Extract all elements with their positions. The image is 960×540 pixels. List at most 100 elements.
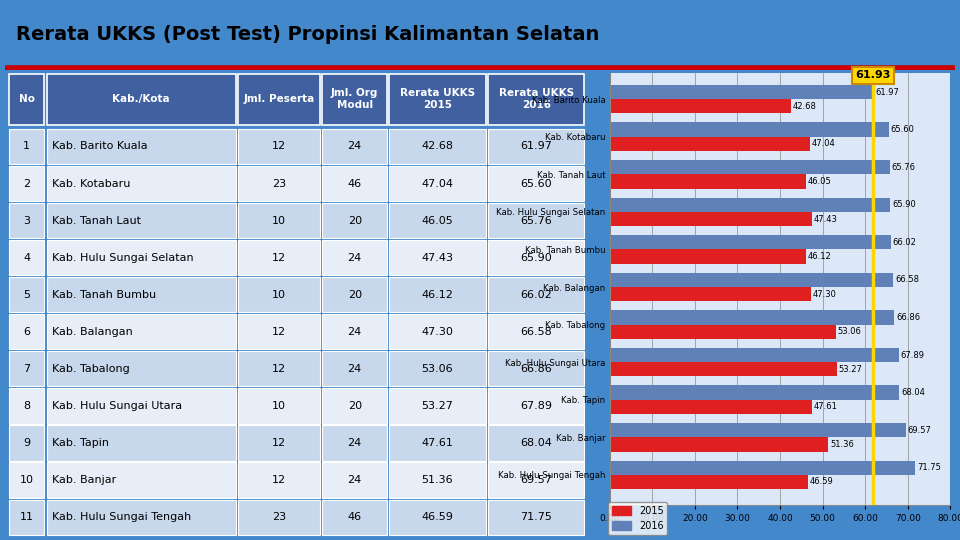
Bar bbox=[488, 314, 585, 349]
Text: Kab. Hulu Sungai Utara: Kab. Hulu Sungai Utara bbox=[53, 401, 182, 411]
Text: Kab. Tapin: Kab. Tapin bbox=[53, 438, 109, 448]
Text: 24: 24 bbox=[348, 364, 362, 374]
Bar bbox=[610, 212, 811, 226]
Text: No: No bbox=[18, 94, 35, 104]
Bar bbox=[610, 174, 805, 188]
Bar bbox=[610, 437, 828, 451]
Text: Jml. Peserta: Jml. Peserta bbox=[244, 94, 315, 104]
Bar bbox=[9, 277, 44, 312]
Text: 24: 24 bbox=[348, 253, 362, 262]
Text: 68.04: 68.04 bbox=[901, 388, 925, 397]
Bar bbox=[389, 426, 486, 461]
Bar bbox=[488, 426, 585, 461]
Bar bbox=[47, 277, 236, 312]
Text: 71.75: 71.75 bbox=[520, 512, 552, 522]
Text: 47.04: 47.04 bbox=[812, 139, 835, 148]
Bar bbox=[610, 235, 891, 249]
Bar bbox=[488, 352, 585, 387]
Text: 47.61: 47.61 bbox=[421, 438, 453, 448]
Bar bbox=[9, 388, 44, 423]
Bar bbox=[323, 426, 387, 461]
Bar bbox=[238, 352, 320, 387]
Text: 3: 3 bbox=[23, 215, 30, 226]
Text: 10: 10 bbox=[273, 215, 286, 226]
Bar bbox=[238, 314, 320, 349]
Text: 20: 20 bbox=[348, 290, 362, 300]
Text: 66.58: 66.58 bbox=[520, 327, 552, 337]
Bar bbox=[610, 310, 895, 325]
Bar bbox=[47, 74, 236, 125]
Bar bbox=[47, 500, 236, 535]
Bar bbox=[610, 85, 874, 99]
Bar bbox=[238, 74, 320, 125]
Bar bbox=[488, 203, 585, 238]
Text: 66.58: 66.58 bbox=[895, 275, 919, 285]
Text: 12: 12 bbox=[272, 438, 286, 448]
Bar bbox=[323, 314, 387, 349]
Bar bbox=[488, 462, 585, 498]
Text: 2: 2 bbox=[23, 179, 30, 188]
Bar bbox=[610, 325, 835, 339]
Bar bbox=[47, 462, 236, 498]
Bar bbox=[389, 240, 486, 275]
Bar bbox=[323, 129, 387, 164]
Text: 69.57: 69.57 bbox=[520, 475, 552, 485]
Bar bbox=[238, 166, 320, 201]
Bar bbox=[47, 166, 236, 201]
Text: 61.97: 61.97 bbox=[876, 87, 900, 97]
Text: 12: 12 bbox=[272, 327, 286, 337]
Bar bbox=[238, 240, 320, 275]
Bar bbox=[389, 500, 486, 535]
Text: 51.36: 51.36 bbox=[421, 475, 453, 485]
Bar bbox=[9, 352, 44, 387]
Text: 66.02: 66.02 bbox=[520, 290, 552, 300]
Text: 51.36: 51.36 bbox=[830, 440, 854, 449]
Text: 5: 5 bbox=[23, 290, 30, 300]
Text: Rerata UKKS
2016: Rerata UKKS 2016 bbox=[498, 88, 574, 110]
Text: 4: 4 bbox=[23, 253, 30, 262]
Text: Kab. Tabalong: Kab. Tabalong bbox=[53, 364, 131, 374]
Bar bbox=[47, 426, 236, 461]
Bar bbox=[389, 277, 486, 312]
Text: 10: 10 bbox=[273, 290, 286, 300]
Bar bbox=[488, 166, 585, 201]
Text: 12: 12 bbox=[272, 253, 286, 262]
Bar bbox=[323, 203, 387, 238]
Text: 12: 12 bbox=[272, 475, 286, 485]
Bar bbox=[9, 500, 44, 535]
Text: 23: 23 bbox=[272, 512, 286, 522]
Text: 46.59: 46.59 bbox=[810, 477, 833, 487]
Text: 46.12: 46.12 bbox=[807, 252, 831, 261]
Text: 65.90: 65.90 bbox=[520, 253, 552, 262]
Bar bbox=[323, 388, 387, 423]
Bar bbox=[9, 314, 44, 349]
Bar bbox=[9, 462, 44, 498]
Text: 47.43: 47.43 bbox=[813, 214, 837, 224]
Text: 46.59: 46.59 bbox=[421, 512, 453, 522]
Bar bbox=[9, 426, 44, 461]
Bar bbox=[610, 475, 808, 489]
Text: 46.05: 46.05 bbox=[421, 215, 453, 226]
Bar bbox=[9, 203, 44, 238]
Bar bbox=[238, 203, 320, 238]
Bar bbox=[610, 198, 890, 212]
Text: Kab. Balangan: Kab. Balangan bbox=[53, 327, 133, 337]
Bar bbox=[238, 277, 320, 312]
Text: 46.05: 46.05 bbox=[807, 177, 831, 186]
Text: 47.04: 47.04 bbox=[421, 179, 453, 188]
Text: 53.27: 53.27 bbox=[421, 401, 453, 411]
Bar bbox=[323, 74, 387, 125]
Text: Rerata UKKS (Post Test) Propinsi Kalimantan Selatan: Rerata UKKS (Post Test) Propinsi Kaliman… bbox=[16, 25, 600, 44]
Text: 65.60: 65.60 bbox=[891, 125, 915, 134]
Bar bbox=[610, 99, 791, 113]
Bar bbox=[47, 352, 236, 387]
Text: 46.12: 46.12 bbox=[421, 290, 453, 300]
Text: 69.57: 69.57 bbox=[907, 426, 931, 435]
Bar bbox=[610, 287, 811, 301]
Text: 61.97: 61.97 bbox=[520, 141, 552, 152]
Bar bbox=[47, 203, 236, 238]
Text: 47.30: 47.30 bbox=[421, 327, 453, 337]
Text: 12: 12 bbox=[272, 364, 286, 374]
Text: Kab. Banjar: Kab. Banjar bbox=[53, 475, 117, 485]
Bar bbox=[9, 166, 44, 201]
